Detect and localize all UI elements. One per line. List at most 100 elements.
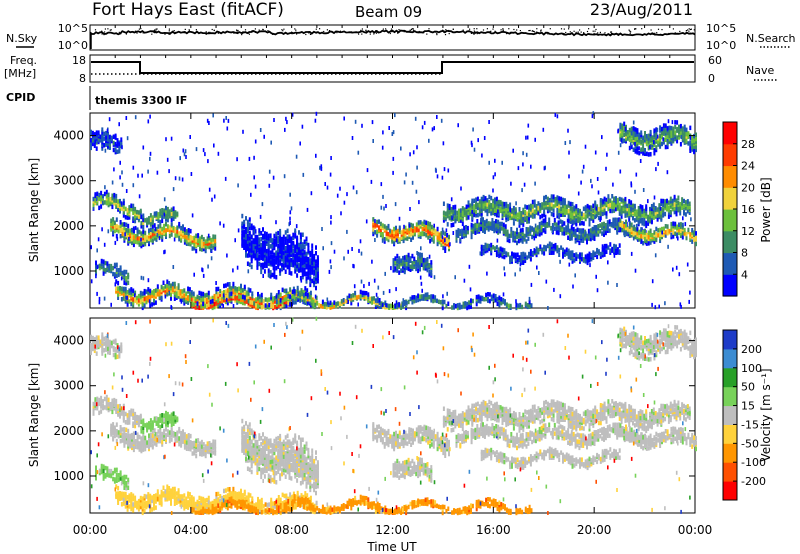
power-cell — [538, 221, 541, 227]
power-cell — [108, 117, 111, 122]
power-cell — [524, 216, 527, 221]
power-cell — [132, 203, 135, 209]
power-cell — [170, 286, 172, 291]
power-cell — [256, 249, 258, 254]
power-cell — [672, 230, 675, 235]
power-cell — [679, 202, 682, 207]
power-cell — [554, 201, 557, 206]
power-cell — [420, 252, 423, 258]
power-cell — [254, 239, 257, 245]
power-cell — [156, 284, 159, 289]
power-cell — [590, 210, 593, 216]
power-cell — [338, 301, 341, 307]
power-cell — [686, 209, 689, 214]
power-cell — [432, 228, 435, 234]
nsearch-point — [213, 29, 215, 31]
power-cell — [252, 251, 255, 256]
nsearch-point — [391, 31, 393, 33]
power-cell — [309, 250, 312, 256]
power-cell — [560, 196, 563, 202]
power-cell — [288, 234, 291, 239]
power-cell — [113, 201, 116, 206]
power-cell — [495, 212, 498, 218]
power-cell — [97, 237, 100, 242]
power-cell — [579, 252, 581, 257]
nsearch-point — [628, 29, 630, 31]
power-cell — [111, 196, 114, 201]
power-cell — [316, 273, 319, 279]
power-cell — [658, 212, 661, 217]
power-cell — [615, 198, 617, 204]
power-cell — [421, 288, 423, 293]
power-cell — [689, 135, 692, 140]
power-cell — [477, 138, 479, 143]
power-cell — [620, 208, 623, 213]
power-cell — [632, 126, 635, 131]
power-cell — [257, 291, 259, 297]
nsearch-point — [138, 28, 140, 30]
power-cell — [265, 231, 268, 237]
power-cell — [622, 206, 625, 211]
nsearch-point — [208, 31, 210, 33]
power-cell — [479, 299, 482, 304]
power-cell — [677, 195, 680, 200]
power-cell — [560, 209, 563, 214]
power-cell — [147, 298, 150, 303]
nsearch-point — [629, 32, 631, 34]
power-cell — [528, 219, 530, 224]
power-cell — [603, 210, 606, 216]
power-cell — [478, 212, 481, 217]
power-cell — [161, 237, 164, 242]
power-cell — [403, 261, 406, 267]
power-cell — [563, 252, 566, 257]
power-cell — [305, 271, 308, 276]
power-cell — [308, 292, 311, 297]
power-cell — [382, 130, 384, 135]
nsearch-point — [205, 33, 207, 35]
nsearch-point — [674, 32, 676, 34]
power-cell — [285, 299, 288, 305]
power-cell — [531, 199, 534, 205]
power-cell — [128, 215, 131, 220]
power-cell — [178, 176, 181, 181]
power-cell — [531, 204, 534, 209]
power-cell — [667, 208, 670, 213]
power-cell — [226, 294, 229, 300]
power-cell — [553, 226, 556, 231]
power-cell — [268, 183, 271, 188]
power-cell — [417, 230, 420, 235]
nsearch-point — [236, 30, 238, 32]
nsearch-point — [470, 32, 472, 34]
power-cell — [498, 302, 501, 308]
power-cell — [102, 263, 105, 268]
power-cell — [178, 231, 181, 236]
power-cell — [530, 164, 532, 169]
power-cell — [677, 200, 680, 205]
power-cell — [209, 299, 212, 305]
power-cell — [667, 214, 670, 219]
power-cell — [163, 212, 166, 217]
power-cell — [90, 138, 92, 143]
power-cell — [394, 256, 397, 261]
power-cell — [691, 141, 694, 146]
power-cell — [166, 279, 169, 284]
freq-unit: [MHz] — [4, 67, 36, 80]
power-cell — [282, 262, 285, 267]
nsearch-point — [106, 32, 108, 34]
power-cell — [485, 295, 488, 300]
power-cell — [531, 226, 534, 231]
power-cell — [572, 284, 574, 289]
power-cell — [592, 111, 595, 116]
power-cell — [586, 260, 589, 266]
power-cell — [340, 211, 342, 216]
power-cell — [253, 155, 255, 160]
power-cell — [381, 303, 384, 307]
power-cell — [567, 248, 570, 254]
power-cell — [137, 302, 140, 307]
power-cell — [281, 266, 283, 271]
power-cell — [190, 293, 193, 298]
nsearch-point — [351, 31, 353, 33]
power-cell — [597, 249, 600, 254]
power-cell — [277, 298, 280, 303]
power-cell — [415, 298, 418, 303]
